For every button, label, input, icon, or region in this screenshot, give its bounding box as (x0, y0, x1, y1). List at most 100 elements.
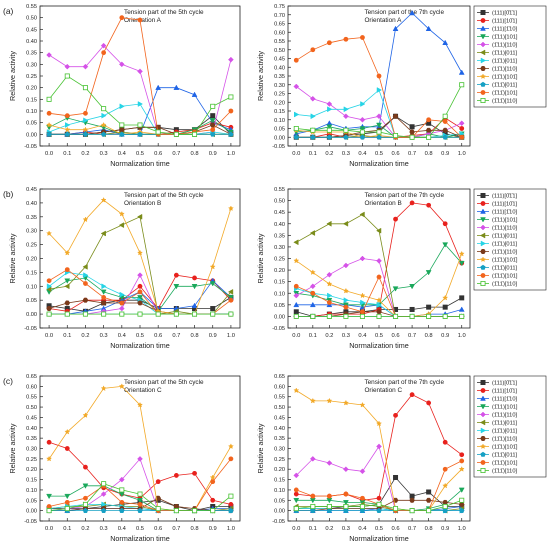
data-point (173, 311, 179, 317)
legend-label: (1̄11̄)[110] (492, 282, 518, 288)
series-8 (293, 387, 465, 514)
x-tick-label: 0.6 (154, 333, 162, 339)
data-point (326, 220, 332, 227)
data-point (293, 57, 299, 63)
legend-box (473, 188, 547, 291)
data-point (293, 491, 299, 497)
data-point (459, 507, 465, 513)
x-tick-label: 0.3 (342, 151, 350, 157)
data-point (409, 497, 415, 503)
legend-marker (479, 443, 487, 450)
y-tick-label: 0.10 (26, 284, 37, 290)
y-tick-label: 0.25 (26, 457, 37, 463)
legend-marker (480, 411, 486, 418)
x-tick-label: 1.0 (227, 333, 235, 339)
data-point (119, 499, 125, 505)
data-point (83, 464, 88, 470)
x-tick-label: 0.7 (172, 151, 180, 157)
y-tick-label: 0.00 (26, 132, 37, 138)
legend-marker (480, 436, 486, 441)
legend-label: (111)[0̄1̄1] (492, 381, 518, 387)
data-point (326, 134, 332, 140)
y-axis-title: Relative activity (256, 423, 265, 473)
x-tick-label: 0.8 (191, 151, 199, 157)
data-point (376, 495, 382, 501)
data-point (442, 119, 448, 124)
data-point (309, 397, 316, 404)
data-point (442, 439, 448, 445)
data-point (101, 481, 107, 487)
data-point (426, 134, 432, 140)
x-tick-label: 0.3 (342, 526, 350, 532)
data-point (442, 499, 448, 505)
y-axis-title: Relative activity (8, 51, 17, 101)
x-tick-label: 0.4 (118, 151, 127, 157)
y-tick-label: 0.55 (26, 4, 37, 10)
y-tick-label: 0.45 (26, 187, 37, 193)
data-point (100, 196, 107, 203)
data-point (343, 313, 349, 319)
y-tick-label: -0.05 (272, 326, 285, 332)
legend-1: (111)[0̄1̄1] (111)[10̄1] (111)[1̄10] (1̄11)… (473, 188, 547, 291)
data-point (228, 108, 234, 114)
data-point (326, 124, 333, 130)
data-point (293, 283, 299, 289)
y-tick-label: -0.05 (272, 144, 285, 150)
data-point (64, 73, 70, 79)
data-point (100, 385, 107, 392)
data-point (64, 249, 71, 256)
x-tick-label: 0.0 (292, 151, 300, 157)
chart-title: Tension part of the 5th cycle (124, 379, 204, 386)
data-point (310, 290, 316, 296)
data-point (100, 300, 107, 306)
x-tick-label: 0.8 (425, 333, 433, 339)
data-point (82, 63, 89, 70)
y-tick-label: 0.20 (274, 100, 285, 106)
data-point (137, 507, 143, 513)
data-point (192, 508, 198, 514)
legend-marker (480, 217, 486, 223)
data-point (375, 227, 382, 234)
data-point (343, 503, 349, 509)
chart-panel-1: -0.05 0.00 0.05 0.10 0.15 0.20 0.25 0.30 0.35 0.4… (256, 4, 471, 168)
data-point (82, 297, 89, 303)
y-tick-label: 0.25 (274, 92, 285, 98)
data-point (137, 502, 143, 507)
y-tick-label: 0.10 (274, 118, 285, 124)
chart-subtitle: Orientation B (124, 200, 161, 207)
x-tick-label: 1.0 (458, 333, 466, 339)
data-point (101, 501, 107, 508)
data-point (359, 126, 366, 132)
y-tick-label: 0.35 (274, 233, 285, 239)
legend-label: (111)[1̄10] (492, 27, 518, 33)
y-tick-label: 0.00 (274, 314, 285, 320)
x-tick-label: 0.3 (100, 151, 108, 157)
data-point (376, 122, 382, 129)
data-point (83, 110, 88, 116)
legend-label: (11̄1)[110] (492, 67, 518, 73)
data-point (458, 466, 465, 472)
y-tick-label: 0.00 (26, 312, 37, 318)
series-line (48, 45, 232, 135)
x-tick-label: 0.0 (292, 333, 300, 339)
data-point (342, 287, 349, 294)
y-axis-title: Relative activity (8, 423, 17, 473)
chart-subtitle: Orientation A (364, 17, 402, 24)
data-point (409, 493, 415, 499)
data-point (293, 301, 300, 308)
y-tick-label: 0.05 (274, 127, 285, 133)
series-line (296, 37, 462, 138)
legend-label: (1̄11̄)[110] (492, 99, 518, 105)
chart-subtitle: Orientation C (124, 387, 162, 394)
data-point (118, 210, 125, 217)
data-point (458, 502, 465, 507)
data-point (119, 127, 125, 133)
x-tick-label: 0.1 (63, 151, 71, 157)
data-point (192, 311, 198, 317)
data-point (359, 313, 365, 319)
y-tick-label: 0.15 (274, 109, 285, 115)
data-point (310, 507, 316, 513)
data-point (82, 483, 89, 489)
data-point (293, 292, 300, 299)
legend-label: (1̄11̄)[101] (492, 274, 518, 280)
